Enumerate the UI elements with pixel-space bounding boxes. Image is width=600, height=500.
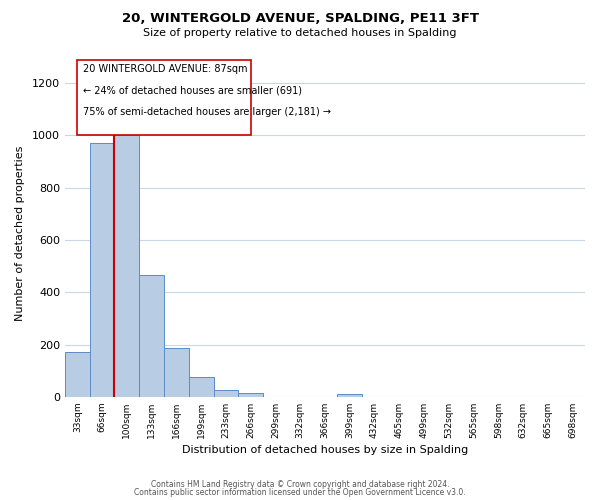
Y-axis label: Number of detached properties: Number of detached properties (15, 146, 25, 321)
Text: ← 24% of detached houses are smaller (691): ← 24% of detached houses are smaller (69… (83, 86, 302, 96)
Text: Size of property relative to detached houses in Spalding: Size of property relative to detached ho… (143, 28, 457, 38)
Bar (164, 348, 189, 397)
Text: Contains HM Land Registry data © Crown copyright and database right 2024.: Contains HM Land Registry data © Crown c… (151, 480, 449, 489)
Text: 20, WINTERGOLD AVENUE, SPALDING, PE11 3FT: 20, WINTERGOLD AVENUE, SPALDING, PE11 3F… (121, 12, 479, 26)
Bar (214, 390, 238, 397)
Bar (189, 377, 214, 397)
Text: 75% of semi-detached houses are larger (2,181) →: 75% of semi-detached houses are larger (… (83, 107, 331, 117)
Bar (139, 275, 164, 397)
Bar (337, 394, 362, 397)
Text: 20 WINTERGOLD AVENUE: 87sqm: 20 WINTERGOLD AVENUE: 87sqm (83, 64, 248, 74)
Bar (115, 136, 139, 397)
X-axis label: Distribution of detached houses by size in Spalding: Distribution of detached houses by size … (182, 445, 468, 455)
Bar (238, 393, 263, 397)
Bar (89, 143, 115, 397)
Bar (65, 352, 89, 397)
Text: Contains public sector information licensed under the Open Government Licence v3: Contains public sector information licen… (134, 488, 466, 497)
